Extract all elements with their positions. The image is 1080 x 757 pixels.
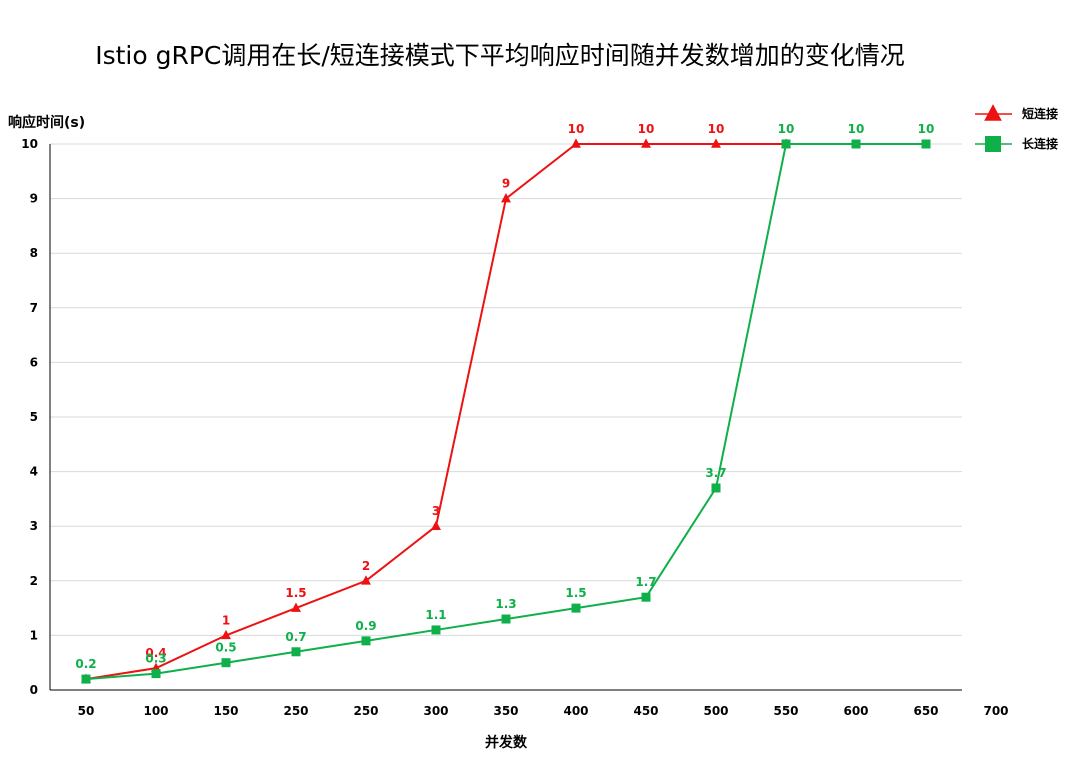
data-point-triangle	[501, 193, 511, 203]
x-axis-title: 并发数	[485, 734, 528, 751]
data-point-square	[571, 603, 581, 613]
x-tick-label: 350	[493, 704, 518, 718]
x-tick-label: 150	[213, 704, 238, 718]
data-label: 3.7	[705, 466, 726, 480]
y-tick-label: 1	[30, 628, 38, 642]
y-tick-labels: 0 1 2 3 4 5 6 7 8 9 10	[21, 137, 38, 697]
y-tick-label: 2	[30, 574, 38, 588]
data-point-triangle	[571, 138, 581, 148]
data-label: 0.5	[215, 641, 236, 655]
data-point-square	[851, 139, 861, 149]
x-tick-label: 700	[983, 704, 1008, 718]
data-point-square	[361, 636, 371, 646]
series: 0.4 1 1.5 2 3 9 10 10 10 0.2 0.3 0.5 0.7 0.9 1.1 1.3 1.5…	[75, 122, 934, 684]
data-point-square	[711, 483, 721, 493]
y-axis-title: 响应时间(s)	[8, 114, 85, 131]
x-tick-label: 650	[913, 704, 938, 718]
data-point-square	[641, 592, 651, 602]
chart-title: Istio gRPC调用在长/短连接模式下平均响应时间随并发数增加的变化情况	[95, 41, 905, 70]
data-label: 10	[638, 122, 655, 136]
data-label: 1.5	[565, 586, 586, 600]
x-tick-label: 450	[633, 704, 658, 718]
y-tick-label: 3	[30, 519, 38, 533]
x-tick-label: 500	[703, 704, 728, 718]
y-tick-label: 6	[30, 355, 38, 369]
data-point-square	[431, 625, 441, 635]
y-tick-label: 5	[30, 410, 38, 424]
data-point-triangle	[221, 629, 231, 640]
data-point-triangle	[711, 138, 721, 148]
data-label: 1.3	[495, 597, 516, 611]
x-tick-labels: 50 100 150 250 250 300 350 400 450 500 550 600 650 70…	[78, 704, 1009, 718]
data-label: 0.3	[145, 652, 166, 666]
data-point-square	[151, 669, 161, 679]
data-label: 0.7	[285, 630, 306, 644]
data-label: 10	[848, 122, 865, 136]
series-1: 0.4 1 1.5 2 3 9 10 10 10	[81, 122, 791, 683]
x-tick-label: 50	[78, 704, 95, 718]
data-label: 2	[362, 559, 370, 573]
x-tick-label: 550	[773, 704, 798, 718]
y-tick-label: 10	[21, 137, 38, 151]
x-tick-label: 100	[143, 704, 168, 718]
y-tick-label: 7	[30, 301, 38, 315]
data-point-square	[81, 674, 91, 684]
data-point-square	[501, 614, 511, 624]
data-label: 10	[568, 122, 585, 136]
data-label: 3	[432, 504, 440, 518]
y-tick-label: 9	[30, 192, 38, 206]
data-label: 0.4	[145, 646, 166, 660]
data-point-square	[781, 139, 791, 149]
x-tick-label: 300	[423, 704, 448, 718]
data-label: 0.9	[355, 619, 376, 633]
legend-label: 长连接	[1022, 136, 1058, 151]
data-point-triangle	[641, 138, 651, 148]
data-point-triangle	[431, 520, 441, 530]
y-tick-label: 0	[30, 683, 38, 697]
data-label: 10	[918, 122, 935, 136]
axes	[49, 144, 962, 691]
data-point-square	[985, 136, 1001, 152]
data-point-triangle	[984, 104, 1002, 121]
data-label: 10	[708, 122, 725, 136]
data-label: 1.1	[425, 608, 446, 622]
x-tick-label: 250	[353, 704, 378, 718]
data-label: 1.7	[635, 575, 656, 589]
data-point-square	[921, 139, 931, 149]
x-tick-label: 250	[283, 704, 308, 718]
data-point-triangle	[361, 575, 371, 585]
data-label: 1	[222, 613, 230, 627]
x-tick-label: 600	[843, 704, 868, 718]
series-line	[85, 143, 786, 681]
data-label: 0.2	[75, 657, 96, 671]
legend-label: 短连接	[1022, 106, 1058, 121]
series-2: 0.2 0.3 0.5 0.7 0.9 1.1 1.3 1.5 1.7 3.7 10 10 10	[75, 122, 934, 684]
data-label: 10	[778, 122, 795, 136]
y-tick-label: 8	[30, 246, 38, 260]
data-label: 9	[502, 177, 510, 191]
y-tick-label: 4	[30, 465, 38, 479]
data-point-square	[291, 647, 301, 657]
x-tick-label: 400	[563, 704, 588, 718]
data-point-square	[221, 658, 231, 668]
data-point-triangle	[291, 602, 301, 612]
gridlines	[50, 143, 962, 636]
data-label: 1.5	[285, 586, 306, 600]
